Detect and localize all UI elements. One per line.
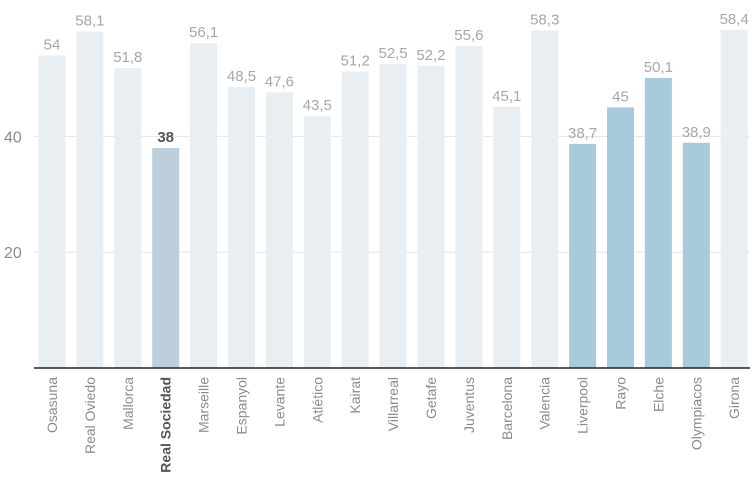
value-label-real-sociedad: 38 [157,129,174,146]
category-label-osasuna: Osasuna [44,377,60,433]
bar-levante [265,92,293,369]
bar-getafe [417,65,445,369]
bar-espanyol [228,87,255,368]
value-label-mallorca: 51,8 [113,49,142,66]
bar-valencia [531,30,559,369]
value-label-espanyol: 48,5 [227,68,256,85]
category-label-elche: Elche [650,377,666,412]
category-label-liverpool: Liverpool [575,377,591,434]
category-label-valencia: Valencia [537,377,553,430]
value-label-atl-tico: 43,5 [303,97,332,114]
bar-elche [644,77,672,369]
category-label-rayo: Rayo [613,377,629,410]
category-label-barcelona: Barcelona [499,377,515,440]
category-label-levante: Levante [271,377,287,427]
bars [38,29,748,369]
x-axis-category-labels: Osasuna Real Oviedo Mallorca Real Sociedad M… [44,377,742,473]
category-label-olympiacos: Olympiacos [688,377,704,450]
category-label-villarreal: Villarreal [385,377,401,431]
value-labels: 54 58,1 51,8 38 56,1 48,5 47,6 43,5 51,2 52,5 52,2… [44,11,749,146]
bar-kairat [341,71,369,368]
bar-mallorca [114,68,142,368]
value-label-marseille: 56,1 [189,24,218,41]
value-label-juventus: 55,6 [454,27,483,44]
category-label-girona: Girona [726,377,742,419]
value-label-valencia: 58,3 [530,11,559,28]
value-label-kairat: 51,2 [341,53,370,70]
value-label-rayo: 45 [612,88,629,105]
bar-olympiacos [682,142,710,368]
value-label-elche: 50,1 [644,59,673,76]
category-label-getafe: Getafe [423,377,439,419]
bar-osasuna [38,55,66,369]
category-label-espanyol: Espanyol [234,377,250,435]
category-label-marseille: Marseille [196,377,212,433]
category-label-kairat: Kairat [347,377,363,414]
bar-barcelona [493,106,521,368]
bar-rayo [607,107,634,368]
bar-juventus [455,46,483,369]
category-label-real-sociedad: Real Sociedad [158,377,174,473]
bar-real-oviedo [76,31,104,368]
category-label-real-oviedo: Real Oviedo [82,377,98,454]
bar-atl-tico [303,116,331,368]
value-label-villarreal: 52,5 [378,45,407,62]
value-label-getafe: 52,2 [416,47,445,64]
category-label-mallorca: Mallorca [120,377,136,430]
y-tick-label-40: 40 [4,129,22,146]
bar-marseille [190,43,218,368]
category-label-atl-tico: Atlético [309,377,325,423]
value-label-osasuna: 54 [44,36,61,53]
value-label-girona: 58,4 [720,11,749,28]
bar-real-sociedad [152,147,180,368]
value-label-barcelona: 45,1 [492,88,521,105]
value-label-olympiacos: 38,9 [682,124,711,141]
bar-girona [720,29,748,368]
value-label-liverpool: 38,7 [568,125,597,142]
bar-villarreal [379,64,407,369]
category-label-juventus: Juventus [461,377,477,433]
value-label-real-oviedo: 58,1 [75,13,104,30]
bar-liverpool [569,143,597,368]
value-label-levante: 47,6 [265,73,294,90]
y-tick-label-20: 20 [4,245,22,262]
